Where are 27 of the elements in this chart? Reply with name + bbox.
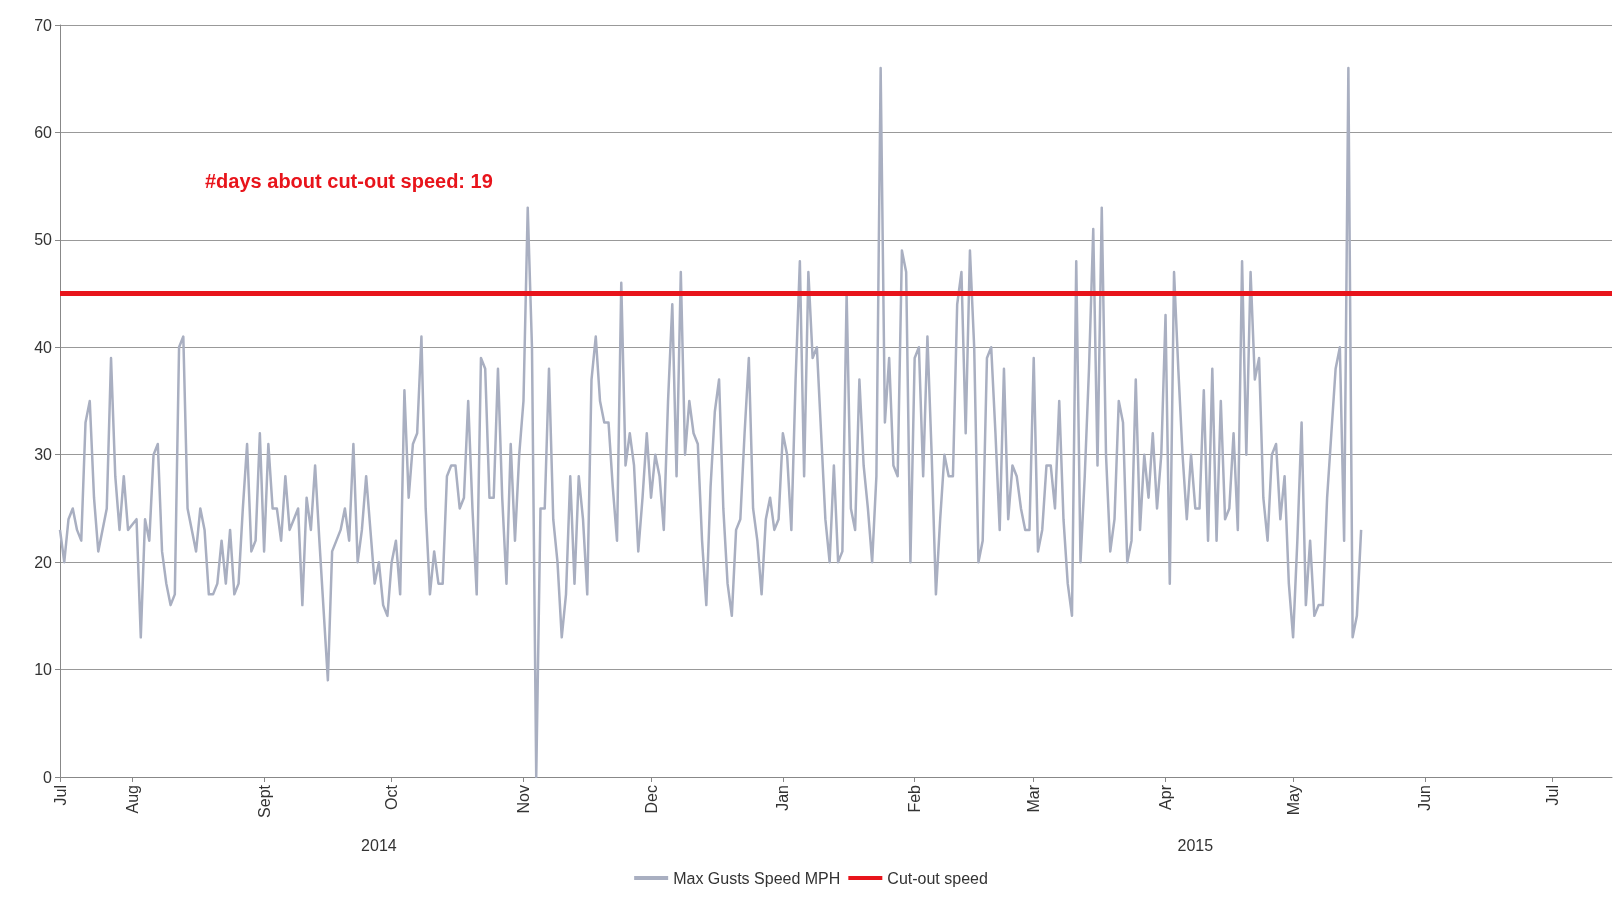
- annotation: #days about cut-out speed: 19: [205, 170, 493, 192]
- x-tick-label: Nov: [514, 785, 532, 814]
- x-tick-label: May: [1284, 785, 1302, 816]
- legend-label: Cut-out speed: [887, 869, 988, 887]
- x-tick-label: Sept: [255, 784, 273, 818]
- x-tick-label: Jul: [1543, 785, 1561, 806]
- y-tick-label: 20: [34, 553, 53, 571]
- x2-tick-label: 2015: [1177, 836, 1214, 854]
- x-tick-label: Jul: [51, 785, 69, 806]
- x-tick-label: Mar: [1025, 784, 1043, 813]
- x-tick-label: Aug: [123, 785, 141, 814]
- x-tick-label: Apr: [1157, 784, 1175, 810]
- y-tick-label: 30: [34, 446, 53, 464]
- y-tick-label: 0: [43, 768, 53, 786]
- legend-label: Max Gusts Speed MPH: [673, 869, 841, 887]
- y-tick-label: 40: [34, 338, 53, 356]
- line-series: [58, 66, 1363, 779]
- y-tick-label: 60: [34, 123, 53, 141]
- y-tick-label: 70: [34, 16, 53, 34]
- y-tick-label: 10: [34, 661, 53, 679]
- x-tick-label: Feb: [906, 784, 924, 813]
- x-tick-label: Oct: [383, 784, 401, 810]
- x2-tick-label: 2014: [361, 836, 397, 854]
- x-tick-label: Jan: [774, 785, 792, 811]
- y-tick-label: 50: [34, 231, 53, 249]
- x-tick-label: Dec: [642, 785, 660, 814]
- x-tick-label: Jun: [1416, 785, 1434, 811]
